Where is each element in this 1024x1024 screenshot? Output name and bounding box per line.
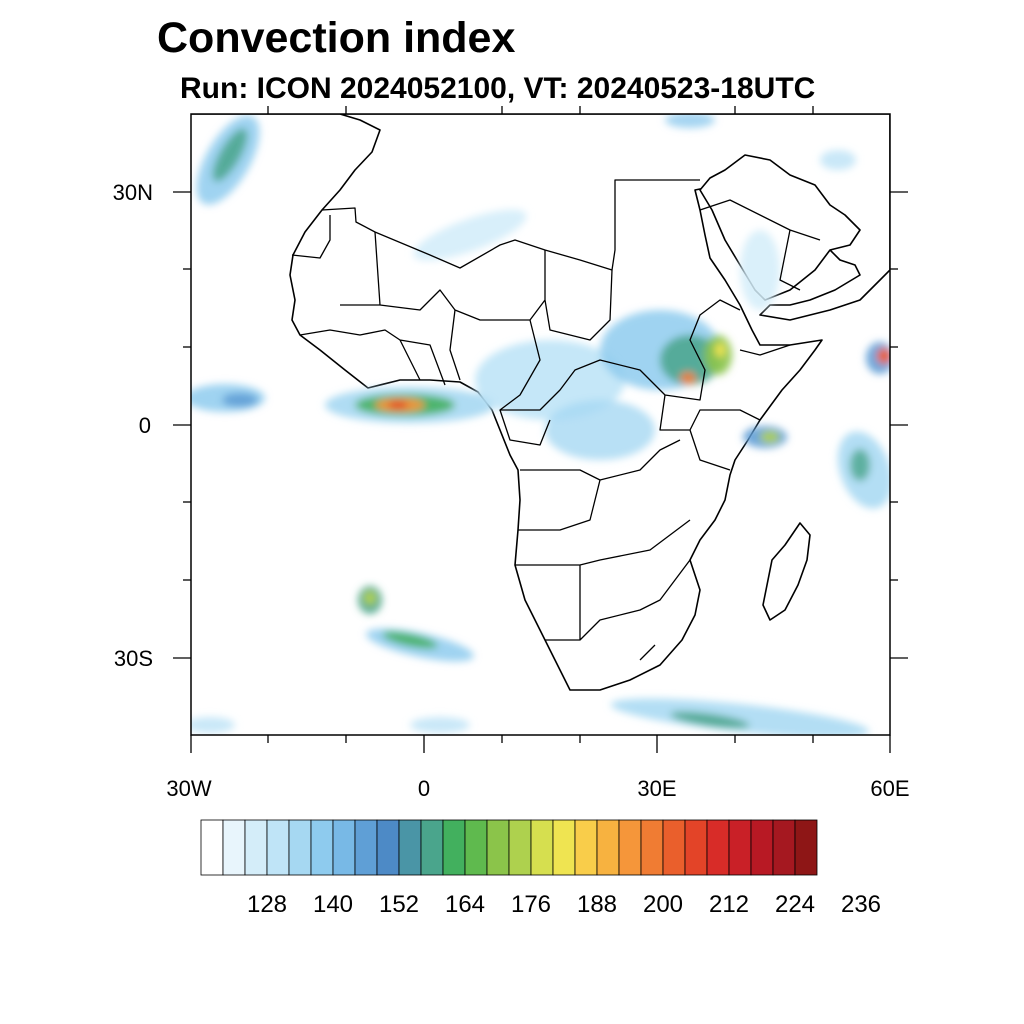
colorbar-swatch: [442, 819, 466, 876]
colorbar-label: 200: [643, 891, 683, 918]
colorbar-swatch: [552, 819, 576, 876]
colorbar-swatch: [222, 819, 246, 876]
x-tick-label-30w: 30W: [166, 776, 211, 801]
colorbar-swatch: [376, 819, 400, 876]
map-subtitle: Run: ICON 2024052100, VT: 20240523-18UTC: [180, 72, 816, 105]
x-tick-label-30e: 30E: [637, 776, 676, 801]
colorbar-swatch: [398, 819, 422, 876]
y-tick-label-30n: 30N: [113, 180, 153, 205]
border-arabia: [699, 199, 821, 291]
map-layers: [191, 114, 890, 735]
colorbar-swatch: [574, 819, 598, 876]
colorbar-swatch: [662, 819, 686, 876]
map-title: Convection index: [157, 14, 516, 62]
colorbar-swatch: [530, 819, 554, 876]
x-tick-label-60e: 60E: [870, 776, 909, 801]
colorbar-swatch: [618, 819, 642, 876]
colorbar-swatch: [728, 819, 752, 876]
colorbar-label: 164: [445, 891, 485, 918]
colorbar-label: 188: [577, 891, 617, 918]
colorbar-swatch: [420, 819, 444, 876]
x-tick-label-0: 0: [418, 776, 430, 801]
colorbar-label: 140: [313, 891, 353, 918]
colorbar-swatch: [354, 819, 378, 876]
colorbar-swatch: [684, 819, 708, 876]
colorbar-labels: 128 140 152 164 176 188 200 212 224 236: [247, 891, 881, 918]
colorbar-label: 176: [511, 891, 551, 918]
border-west-africa: [299, 309, 461, 386]
colorbar-swatch: [244, 819, 268, 876]
colorbar-swatch: [772, 819, 796, 876]
colorbar-label: 224: [775, 891, 815, 918]
colorbar-swatch: [706, 819, 730, 876]
country-borders: [291, 179, 821, 661]
colorbar-swatch: [266, 819, 290, 876]
colorbar-swatch: [332, 819, 356, 876]
colorbar-swatch: [288, 819, 312, 876]
convection-field: [191, 114, 890, 735]
border-east-africa: [659, 344, 791, 471]
border-maghreb: [321, 179, 700, 271]
colorbar-swatch: [596, 819, 620, 876]
colorbar-label: 128: [247, 891, 287, 918]
colorbar-swatch: [486, 819, 510, 876]
tick-marks: [173, 106, 908, 753]
colorbar-swatch: [200, 819, 224, 876]
colorbar-swatch: [750, 819, 774, 876]
border-sahel: [291, 215, 613, 341]
colorbar: [200, 819, 818, 876]
madagascar: [762, 522, 811, 621]
colorbar-swatch: [464, 819, 488, 876]
colorbar-label: 212: [709, 891, 749, 918]
colorbar-label: 152: [379, 891, 419, 918]
border-central-africa: [499, 299, 741, 481]
colorbar-swatch: [310, 819, 334, 876]
colorbar-swatch: [794, 819, 818, 876]
colorbar-swatch: [508, 819, 532, 876]
y-tick-label-0: 0: [139, 413, 151, 438]
colorbar-swatch: [640, 819, 664, 876]
border-southern-africa: [515, 479, 691, 661]
y-tick-label-30s: 30S: [114, 646, 153, 671]
colorbar-label: 236: [841, 891, 881, 918]
